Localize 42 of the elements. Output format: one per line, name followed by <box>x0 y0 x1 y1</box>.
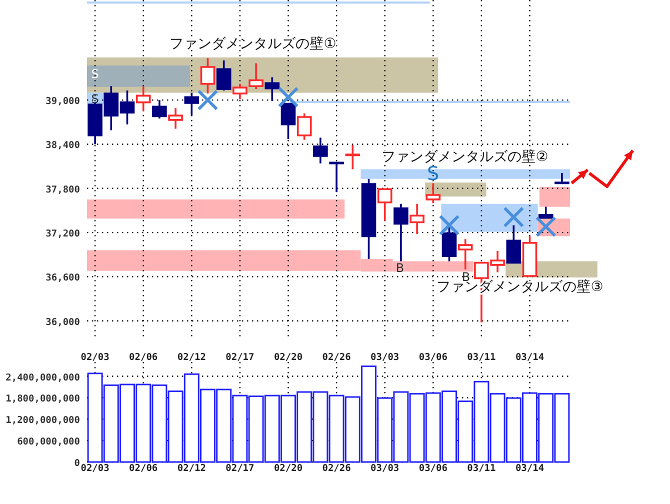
point <box>503 206 524 228</box>
y-tick-label: 2,400,000,000 <box>6 372 80 384</box>
y-tick-label: 38,400 <box>46 140 80 152</box>
y-tick-label: 37,200 <box>46 228 80 240</box>
x-tick-label: 03/03 <box>370 352 400 363</box>
x-tick-label: 03/11 <box>467 352 496 363</box>
y-tick-label: 1,200,000,000 <box>6 415 80 426</box>
x-tick-label: 03/14 <box>515 352 544 363</box>
y-tick-label: 0 <box>74 458 80 469</box>
y-tick-label: 36,600 <box>46 272 80 284</box>
x-tick-label: 02/26 <box>322 463 352 474</box>
x-tick-label: 03/06 <box>418 352 448 363</box>
annotation: S <box>426 163 440 185</box>
x-tick-label: 02/20 <box>274 352 303 363</box>
x-tick-label: 02/06 <box>129 463 158 474</box>
x-tick-label: 03/03 <box>370 463 400 474</box>
x-tick-label: 02/17 <box>226 352 254 363</box>
point <box>438 214 460 236</box>
annotation: ファンダメンタルズの壁① <box>170 36 336 52</box>
x-tick-label: 03/06 <box>418 463 448 474</box>
x-tick-label: 02/06 <box>129 352 158 363</box>
point <box>535 216 556 238</box>
annotation: S <box>91 67 99 81</box>
x-tick-label: 03/11 <box>467 463 496 474</box>
y-tick-label: 39,000 <box>46 96 80 108</box>
x-tick-label: 02/26 <box>322 352 352 363</box>
x-tick-label: 02/12 <box>177 463 206 474</box>
x-tick-label: 02/03 <box>80 352 110 363</box>
x-tick-label: 03/14 <box>515 463 544 474</box>
x-tick-label: 02/03 <box>80 463 110 474</box>
annotation: ファンダメンタルズの壁② <box>382 149 548 165</box>
x-tick-label: 02/17 <box>226 463 254 474</box>
y-tick-label: 1,800,000,000 <box>6 394 80 405</box>
point <box>197 90 218 111</box>
y-tick-label: 36,000 <box>46 316 80 328</box>
y-tick-label: 37,800 <box>46 184 80 196</box>
y-tick-label: 600,000,000 <box>17 436 80 448</box>
x-tick-label: 02/12 <box>177 352 206 363</box>
point <box>278 86 299 108</box>
annotation: S <box>91 92 99 106</box>
annotation: B <box>396 261 404 275</box>
x-tick-label: 02/20 <box>274 463 303 474</box>
